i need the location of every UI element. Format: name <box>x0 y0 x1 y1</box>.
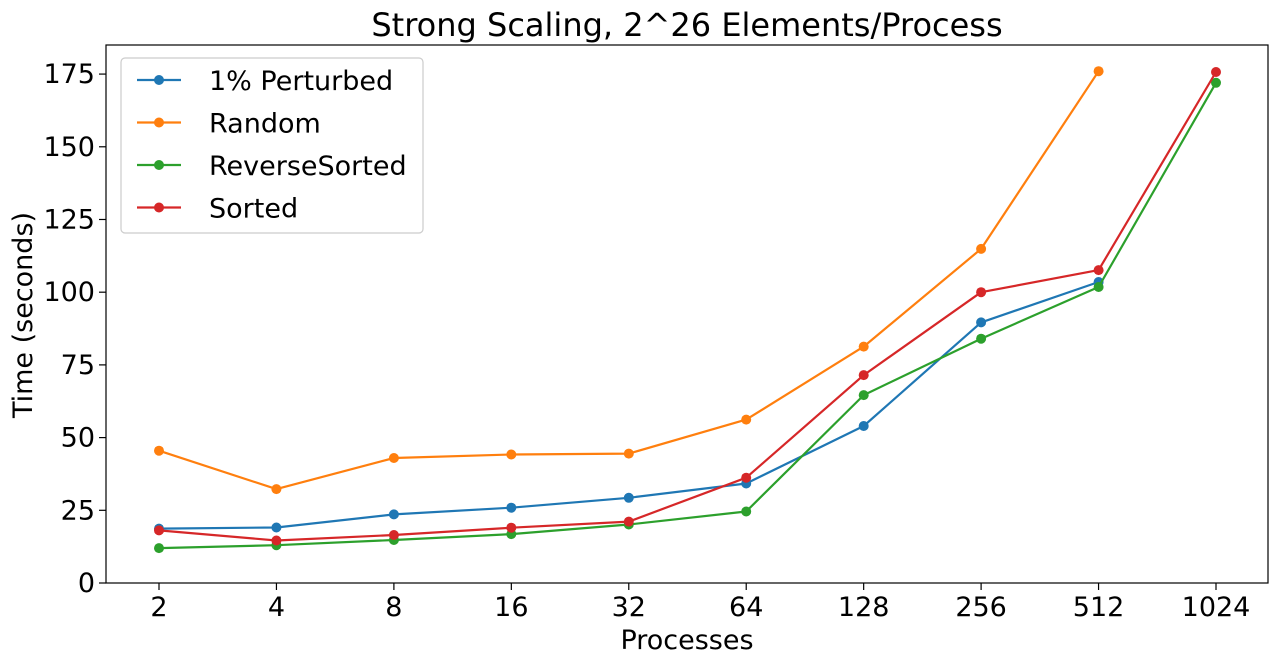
data-point <box>271 522 282 533</box>
data-point <box>1211 67 1221 77</box>
legend-marker <box>154 160 164 170</box>
data-point <box>741 472 752 483</box>
data-point <box>506 449 517 460</box>
data-point <box>388 509 399 520</box>
x-tick-label: 256 <box>955 592 1007 623</box>
data-point <box>271 484 282 495</box>
y-tick-label: 150 <box>43 132 95 163</box>
series-line <box>158 280 1099 530</box>
legend-marker <box>154 117 164 128</box>
legend-box <box>120 57 424 234</box>
series-layer <box>154 66 1221 554</box>
data-point <box>1093 265 1104 276</box>
data-point <box>1093 66 1104 77</box>
x-tick-label: 4 <box>268 592 285 623</box>
data-point <box>741 506 752 517</box>
chart-title: Strong Scaling, 2^26 Elements/Process <box>371 6 1002 44</box>
data-point <box>976 317 987 328</box>
data-point <box>858 421 869 431</box>
data-point <box>1211 77 1221 88</box>
data-point <box>741 414 752 425</box>
data-point <box>858 341 869 352</box>
data-point <box>623 516 634 527</box>
data-point <box>976 287 987 298</box>
x-tick-label: 64 <box>729 592 763 623</box>
legend-marker <box>154 202 164 213</box>
legend: 1% Perturbed Random ReverseSorted Sorted <box>120 57 424 234</box>
data-point <box>271 535 282 546</box>
series-3 <box>154 67 1221 546</box>
legend-item: ReverseSorted <box>137 151 407 182</box>
x-axis-label: Processes <box>620 625 753 656</box>
x-tick-label: 128 <box>838 592 890 623</box>
y-tick-label: 125 <box>43 204 95 235</box>
data-point <box>388 530 399 540</box>
x-tick-label: 32 <box>612 592 646 623</box>
data-point <box>623 448 634 459</box>
legend-label: ReverseSorted <box>209 151 407 182</box>
legend-marker <box>154 75 164 85</box>
data-point <box>858 390 869 401</box>
legend-label: Random <box>209 109 321 140</box>
data-point <box>154 543 164 554</box>
axes-layer: 2 4 8 16 32 64 128 256 512 1024 0 25 50 75 100 125 150 17… <box>43 44 1269 623</box>
data-point <box>506 502 517 513</box>
data-point <box>858 370 869 381</box>
y-tick-label: 75 <box>61 350 95 381</box>
y-axis-label: Time (seconds) <box>8 212 39 419</box>
data-point <box>154 525 164 536</box>
series-1 <box>154 66 1104 495</box>
y-tick-label: 100 <box>43 277 95 308</box>
series-line <box>158 71 1217 542</box>
x-tick-label: 1024 <box>1182 592 1251 623</box>
x-tick-label: 16 <box>494 592 528 623</box>
series-0 <box>154 277 1104 534</box>
legend-item: Sorted <box>137 194 298 225</box>
data-point <box>388 453 399 463</box>
x-tick-label: 2 <box>150 592 167 623</box>
y-tick-label: 0 <box>78 568 95 599</box>
x-tick-label: 512 <box>1073 592 1125 623</box>
legend-item: Random <box>137 109 321 140</box>
legend-item: 1% Perturbed <box>137 66 393 97</box>
legend-label: 1% Perturbed <box>209 66 393 97</box>
y-tick-label: 25 <box>61 495 95 526</box>
data-point <box>1093 282 1104 292</box>
data-point <box>506 522 517 533</box>
data-point <box>623 492 634 503</box>
data-point <box>976 333 987 344</box>
y-tick-label: 175 <box>43 59 95 90</box>
x-tick-label: 8 <box>385 592 402 623</box>
series-line <box>158 82 1217 550</box>
data-point <box>154 445 164 456</box>
plot-frame <box>105 44 1269 584</box>
legend-label: Sorted <box>209 194 298 225</box>
y-tick-label: 50 <box>61 423 95 454</box>
data-point <box>976 243 987 254</box>
